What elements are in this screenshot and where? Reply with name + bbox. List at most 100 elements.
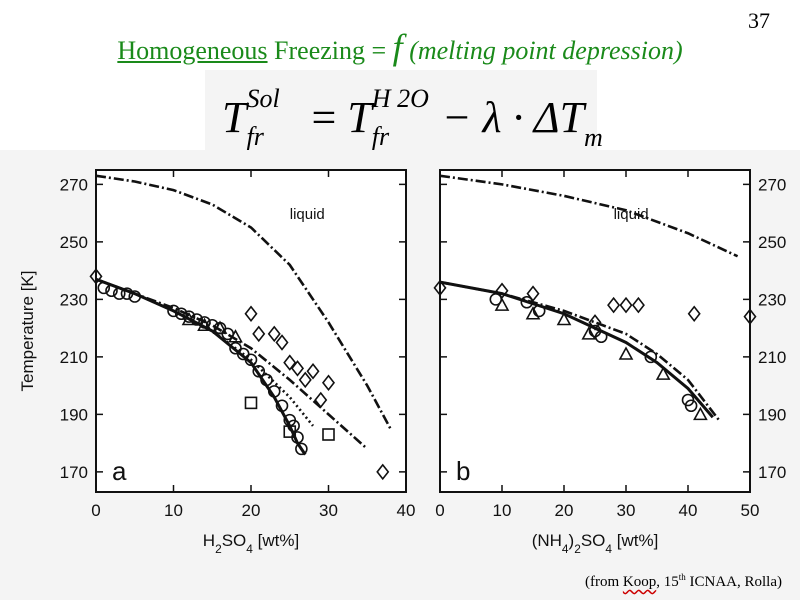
x-tick-label: 0 <box>435 501 444 520</box>
y-tick-label: 230 <box>758 290 786 309</box>
diamond-marker <box>321 374 336 392</box>
diamond-marker <box>588 314 602 331</box>
circle-marker <box>267 385 281 398</box>
triangle-marker <box>556 311 572 326</box>
diamond-marker <box>607 296 621 314</box>
credit-comma: , 15 <box>656 574 679 590</box>
diamond-marker <box>89 268 103 285</box>
title-function-f: f <box>392 27 403 67</box>
circle-marker <box>644 350 658 364</box>
circle-marker <box>198 316 211 329</box>
diamond-marker <box>290 360 305 377</box>
diamond-marker <box>275 334 289 351</box>
x-tick-label: 0 <box>91 501 100 520</box>
eq-sub-fr-left: fr <box>246 122 264 151</box>
x-tick-label: 30 <box>617 501 636 520</box>
circle-marker <box>532 304 546 318</box>
eq-equals: = <box>311 93 337 142</box>
circle-marker <box>244 353 258 367</box>
circle-marker <box>128 290 142 303</box>
equation-box <box>205 70 597 160</box>
triangle-marker <box>197 317 212 332</box>
credit-rest: ICNAA, Rolla) <box>685 574 783 590</box>
y-tick-label: 210 <box>758 348 786 367</box>
panel-label-b: b <box>456 456 470 486</box>
diamond-marker <box>306 362 320 380</box>
circle-marker <box>252 364 266 378</box>
eq-sup-sol: Sol <box>246 84 280 113</box>
circle-marker <box>174 307 188 321</box>
diamond-marker <box>298 371 312 389</box>
diamond-marker <box>283 354 297 371</box>
triangle-marker <box>618 346 634 360</box>
y-tick-label: 270 <box>758 175 786 194</box>
y-tick-label: 250 <box>758 233 786 252</box>
diamond-marker <box>252 325 266 343</box>
title-freezing: Freezing = <box>267 36 393 65</box>
diamond-marker <box>687 305 701 323</box>
x-tick-label: 20 <box>242 501 261 520</box>
y-tick-label: 270 <box>60 175 88 194</box>
x-axis-label-a: H2SO4 [wt%] <box>203 531 299 556</box>
y-tick-label: 190 <box>758 405 786 424</box>
diamond-marker <box>433 279 447 297</box>
triangle-marker <box>181 311 197 326</box>
x-tick-label: 40 <box>397 501 416 520</box>
circle-marker <box>520 295 534 309</box>
y-tick-label: 250 <box>60 233 88 252</box>
circle-marker <box>295 442 308 456</box>
eq-T-right: T <box>347 93 372 142</box>
square-marker <box>244 396 258 410</box>
credit-sup: th <box>678 572 686 582</box>
source-credit: (from Koop, 15th ICNAA, Rolla) <box>585 572 782 591</box>
diamond-marker <box>314 391 328 409</box>
diamond-marker <box>267 325 281 343</box>
diamond-marker <box>376 463 390 481</box>
y-tick-label: 170 <box>758 463 786 482</box>
square-marker <box>283 425 297 438</box>
x-axis-label-b: (NH4)2SO4 [wt%] <box>532 531 659 556</box>
square-marker <box>322 428 335 441</box>
x-tick-label: 40 <box>679 501 698 520</box>
diamond-marker <box>631 296 645 314</box>
credit-prefix: (from <box>584 574 623 590</box>
panel-b: 170 190 210 230 250 270 0 10 20 30 40 50 (NH4)2SO4 [… <box>433 169 786 556</box>
plot-frame-b <box>439 169 751 493</box>
liquid-annotation-a: liquid <box>290 206 325 223</box>
eq-sub-m: m <box>584 123 603 152</box>
circle-marker <box>120 287 134 300</box>
x-tick-label: 30 <box>319 501 338 520</box>
triangle-marker <box>494 297 510 311</box>
y-tick-label: 230 <box>60 290 88 309</box>
diamond-marker <box>526 285 540 302</box>
freezing-curve-solid-b <box>440 280 714 419</box>
circle-marker <box>97 281 111 295</box>
triangle-marker <box>525 306 541 320</box>
credit-author: Koop <box>622 574 657 590</box>
y-tick-label: 190 <box>60 405 88 424</box>
title-homogeneous: Homogeneous <box>117 36 268 65</box>
x-tick-label: 20 <box>555 501 574 520</box>
circle-marker <box>190 313 204 326</box>
circle-marker <box>260 373 273 387</box>
circle-marker <box>684 399 698 413</box>
title-melting-point-depression: (melting point depression) <box>402 36 683 65</box>
diamond-marker <box>244 305 258 323</box>
circle-marker <box>182 310 196 323</box>
melting-curve-b <box>440 174 739 258</box>
eq-sup-h2o: H 2O <box>371 84 429 113</box>
triangle-marker <box>228 329 243 343</box>
eq-minus-lambda-delta-T: − λ · ΔT <box>441 93 585 142</box>
x-tick-label: 10 <box>493 501 512 520</box>
eq-T-left: T <box>222 93 247 142</box>
chart-area: 170 190 210 230 250 270 0 10 20 30 40 H2SO4 [wt%] Te… <box>0 150 800 600</box>
panel-a: 170 190 210 230 250 270 0 10 20 30 40 H2SO4 [wt%] Te… <box>18 169 416 556</box>
circle-marker <box>594 330 608 344</box>
circle-marker <box>112 287 126 300</box>
diamond-marker <box>619 296 633 314</box>
triangle-marker <box>581 326 597 340</box>
circle-marker <box>167 304 180 318</box>
eq-sub-fr-right: fr <box>371 122 390 151</box>
melting-curve-a <box>96 174 392 430</box>
x-tick-label: 50 <box>741 501 760 520</box>
